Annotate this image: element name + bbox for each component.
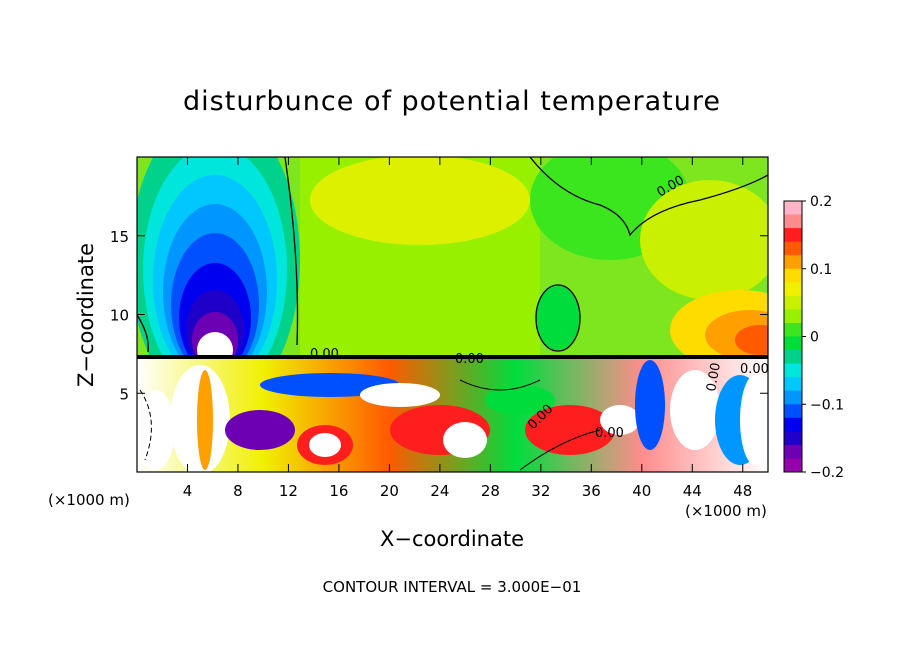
x-tick-label: 40 [632, 482, 651, 500]
y-tick-label: 10 [110, 307, 129, 325]
x-tick-label: 36 [582, 482, 601, 500]
colorbar-swatch [784, 390, 802, 405]
contour-label: 0.00 [595, 426, 624, 441]
x-tick-label: 12 [279, 482, 298, 500]
contour-label: 0.00 [704, 362, 724, 393]
x-tick-label: 44 [683, 482, 702, 500]
colorbar-tick-label: −0.2 [810, 465, 844, 481]
colorbar-swatch [784, 255, 802, 270]
chart-title: disturbunce of potential temperature [183, 86, 721, 117]
colorbar-swatch [784, 404, 802, 419]
colorbar-swatch [784, 282, 802, 297]
colorbar-tick-label: 0.1 [810, 262, 832, 278]
x-tick-label: 16 [329, 482, 348, 500]
colorbar-swatch [784, 377, 802, 392]
colorbar-swatch [784, 417, 802, 432]
contour-label: 0.00 [455, 352, 484, 367]
y-tick-label: 5 [119, 385, 129, 403]
x-tick-label: 48 [733, 482, 752, 500]
colorbar-swatch [784, 350, 802, 365]
colorbar-swatch [784, 444, 802, 459]
colorbar-swatch [784, 268, 802, 283]
contour-label: 0.00 [740, 362, 769, 377]
colorbar-swatch [784, 309, 802, 324]
x-axis-ticks: 4 8 12 16 20 24 28 32 36 40 44 48 [183, 157, 752, 500]
x-tick-label: 24 [430, 482, 449, 500]
colorbar-swatch [784, 295, 802, 310]
x-tick-label: 4 [183, 482, 193, 500]
contour-label: 0.00 [310, 347, 339, 362]
colorbar-swatch [784, 241, 802, 256]
colorbar-swatch [784, 214, 802, 229]
y-axis-ticks: 5 10 15 [110, 228, 768, 403]
x-tick-label: 20 [380, 482, 399, 500]
colorbar-swatch [784, 458, 802, 473]
colorbar-swatch [784, 322, 802, 337]
colorbar: 0.2 0.1 0 −0.1 −0.2 [783, 194, 844, 481]
y-tick-label: 15 [110, 228, 129, 246]
colorbar-swatch [784, 336, 802, 351]
colorbar-swatch [784, 228, 802, 243]
x-tick-label: 8 [233, 482, 243, 500]
x-tick-label: 28 [481, 482, 500, 500]
x-tick-label: 32 [531, 482, 550, 500]
x-axis-label: X−coordinate [380, 527, 524, 551]
colorbar-tick-label: −0.1 [810, 397, 844, 413]
colorbar-tick-label: 0 [810, 330, 819, 346]
colorbar-swatch [784, 201, 802, 216]
plot-field [137, 157, 768, 472]
colorbar-swatch [784, 431, 802, 446]
contour-interval-note: CONTOUR INTERVAL = 3.000E−01 [322, 578, 582, 596]
x-unit-label-left: (×1000 m) [48, 491, 130, 509]
colorbar-swatch [784, 363, 802, 378]
colorbar-tick-label: 0.2 [810, 194, 832, 210]
x-unit-label-right: (×1000 m) [685, 502, 767, 520]
